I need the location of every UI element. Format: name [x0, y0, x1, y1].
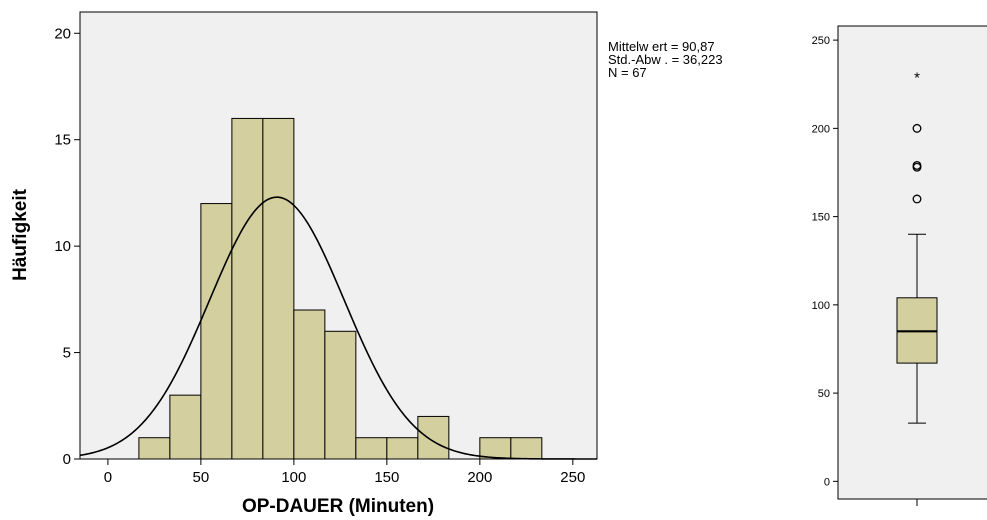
- boxplot-y-tick-label: 150: [812, 212, 830, 224]
- y-tick-label: 5: [63, 345, 71, 362]
- y-tick-label: 10: [54, 238, 71, 255]
- boxplot-outlier: [912, 194, 922, 204]
- histogram-bar: [324, 330, 357, 460]
- stats-legend: Mittelw ert = 90,87 Std.-Abw . = 36,223 …: [608, 39, 723, 80]
- y-axis-label: Häufigkeit: [10, 188, 31, 281]
- x-axis-label: OP-DAUER (Minuten): [242, 496, 434, 517]
- histogram-bar: [138, 437, 171, 460]
- y-axis-ticks: 0 5 10 15 20: [54, 25, 80, 468]
- x-tick-label: 250: [560, 469, 585, 486]
- boxplot-y-tick-label: 200: [812, 123, 830, 135]
- histogram-bar: [510, 437, 543, 460]
- stats-n: N = 67: [608, 65, 647, 80]
- stats-mean: Mittelw ert = 90,87: [608, 39, 715, 54]
- x-tick-label: 50: [193, 469, 210, 486]
- boxplot-outlier: [912, 160, 922, 170]
- x-tick-label: 100: [281, 469, 306, 486]
- boxplot-y-tick-label: 250: [812, 35, 830, 47]
- histogram-bars: [138, 117, 543, 460]
- boxplot-extreme: *: [914, 69, 920, 86]
- boxplot-elements: *: [896, 69, 938, 424]
- histogram-bar: [262, 117, 295, 460]
- histogram-bar: [386, 437, 419, 460]
- histogram-bar: [355, 437, 388, 460]
- boxplot-y-tick-label: 0: [824, 476, 830, 488]
- histogram-bar: [169, 394, 202, 460]
- stats-sd: Std.-Abw . = 36,223: [608, 52, 723, 67]
- boxplot-outlier: [912, 123, 922, 133]
- y-tick-label: 15: [54, 132, 71, 149]
- histogram-bar: [293, 309, 326, 460]
- x-axis-ticks: 0 50 100 150 200 250: [104, 459, 585, 486]
- histogram-bar: [231, 117, 264, 460]
- boxplot-y-tick-label: 50: [818, 388, 830, 400]
- x-tick-label: 150: [374, 469, 399, 486]
- histogram-bar: [417, 415, 450, 460]
- x-tick-label: 200: [467, 469, 492, 486]
- normal-curve: [79, 196, 597, 460]
- y-tick-label: 0: [63, 451, 71, 468]
- x-tick-label: 0: [104, 469, 112, 486]
- boxplot-y-tick-label: 100: [812, 300, 830, 312]
- boxplot-chart: 0 50 100 150 200 250 *: [812, 25, 987, 506]
- boxplot-y-axis-ticks: 0 50 100 150 200 250: [812, 35, 838, 488]
- histogram-bar: [200, 203, 233, 460]
- histogram-chart: 0 50 100 150 200 250 0 5 10 15 20 OP-DAUER (Minut…: [10, 11, 598, 517]
- histogram-bar: [479, 437, 512, 460]
- boxplot-plot-area: [837, 25, 987, 500]
- y-tick-label: 20: [54, 25, 71, 42]
